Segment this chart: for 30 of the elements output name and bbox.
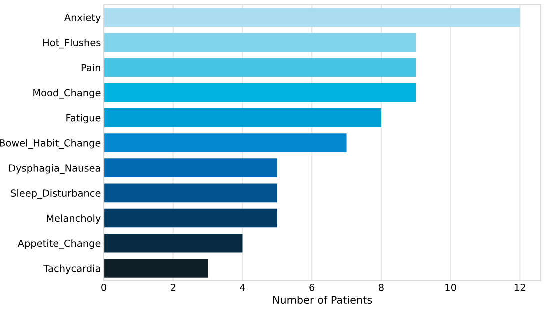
bar (104, 83, 416, 102)
x-tick-label: 10 (446, 284, 456, 292)
y-tick-label: Hot_Flushes (44, 38, 101, 49)
x-tick-label: 6 (310, 284, 315, 292)
bar (104, 58, 416, 78)
bar (104, 208, 278, 228)
y-tick-label: Mood_Change (34, 89, 101, 99)
x-tick-label: 2 (170, 284, 176, 292)
bar (104, 158, 278, 178)
y-tick-label: Dysphagia_Nausea (9, 164, 100, 174)
y-tick-label: Fatigue (66, 114, 101, 124)
x-tick-label: 0 (102, 284, 106, 292)
bar (104, 108, 382, 128)
x-tick-label: 4 (240, 284, 246, 292)
bar (104, 234, 243, 253)
x-axis-title: Number of Patients (273, 296, 372, 304)
x-tick-label: 8 (379, 284, 384, 292)
bar (104, 184, 278, 203)
y-tick-label: Bowel_Habit_Change (0, 139, 101, 149)
y-tick-label: Melancholy (47, 214, 101, 224)
x-tick-label: 12 (515, 284, 526, 292)
y-tick-label: Anxiety (64, 14, 101, 24)
bar (104, 259, 208, 278)
y-tick-label: Appetite_Change (18, 240, 101, 250)
bar (104, 134, 347, 152)
bar (104, 33, 416, 52)
y-tick-label: Sleep_Disturbance (11, 189, 101, 200)
y-tick-label: Tachycardia (44, 264, 100, 274)
y-tick-label: Pain (82, 64, 100, 72)
bar (104, 8, 520, 27)
